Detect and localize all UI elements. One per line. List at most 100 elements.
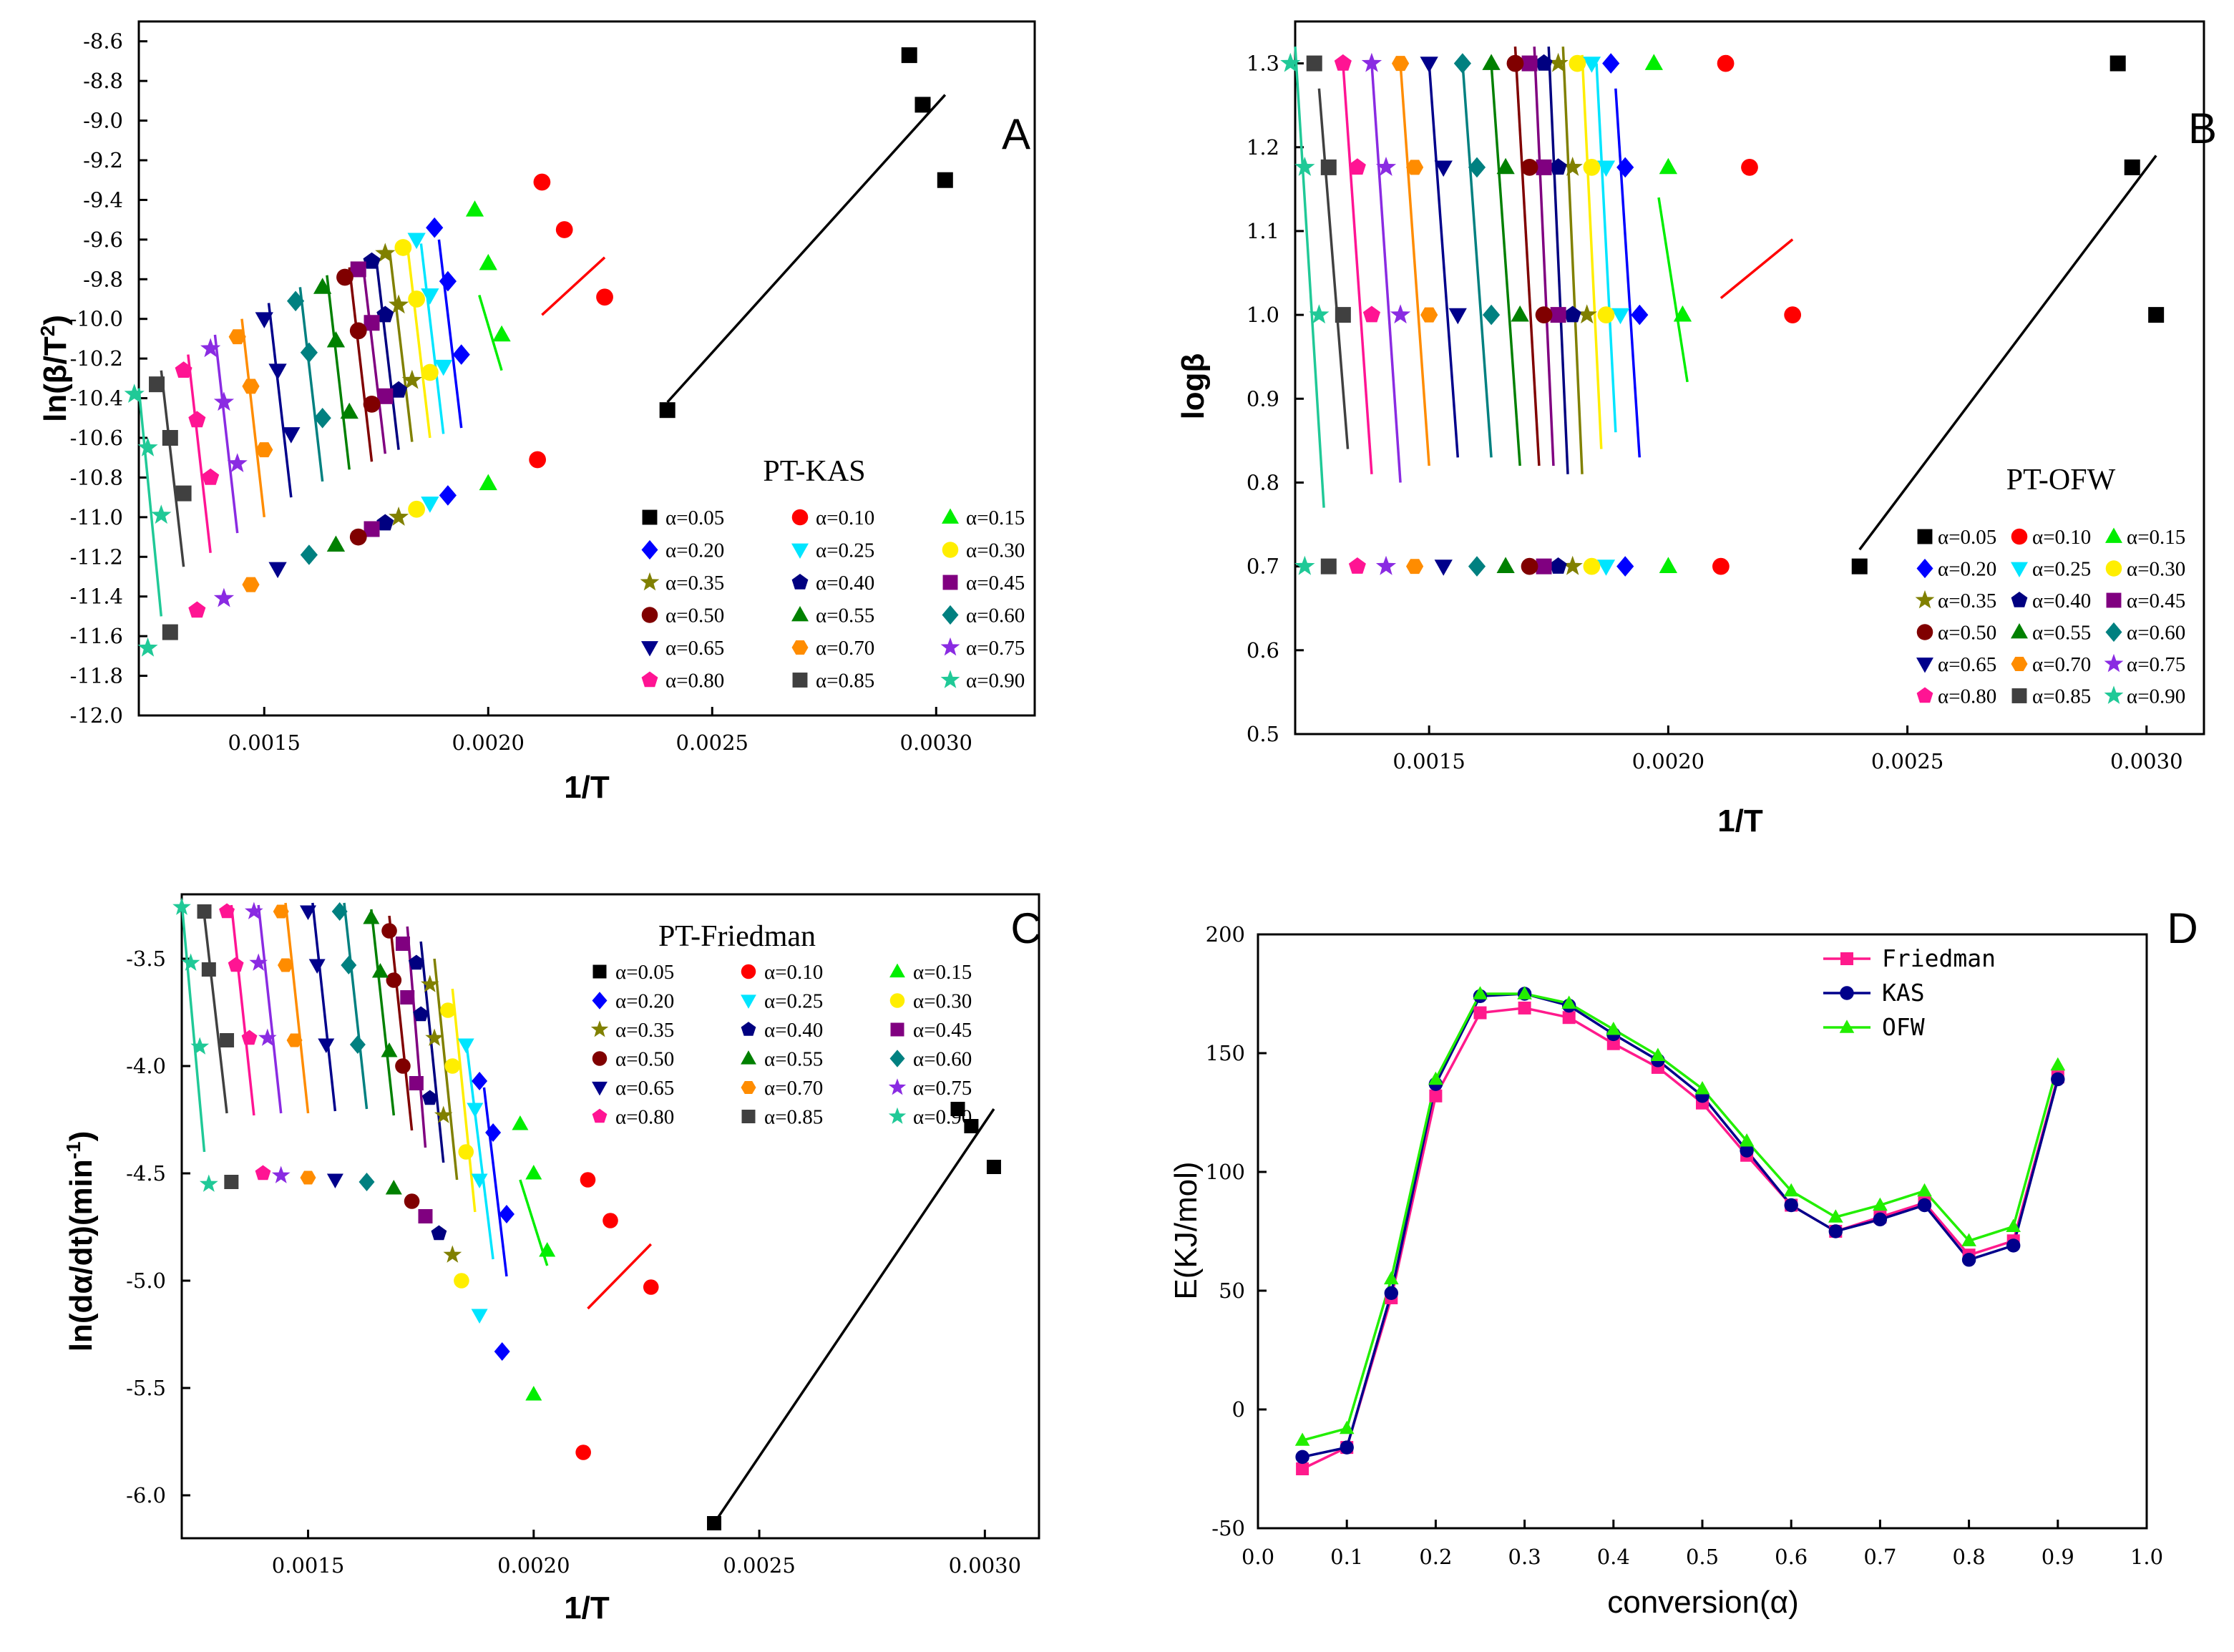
panel-b-y-axis-label: logβ xyxy=(1176,353,1211,420)
panel-c-point xyxy=(707,1516,722,1530)
panel-c-fit-line-14 xyxy=(257,904,283,1114)
panel-d-point-ofw xyxy=(2050,1057,2066,1071)
panel-b-fit-line-9 xyxy=(1513,47,1541,466)
panel-c-legend-marker xyxy=(889,963,905,978)
panel-b-point xyxy=(1536,558,1552,575)
panel-c-point xyxy=(431,1225,447,1241)
panel-c-point xyxy=(273,904,289,919)
panel-a-frame xyxy=(137,20,1036,717)
panel-c-point xyxy=(326,1173,343,1188)
panel-b-point xyxy=(1549,158,1567,175)
panel-a-legend-label: α=0.20 xyxy=(665,539,724,562)
panel-c-point xyxy=(525,1386,542,1401)
panel-c-x-axis-label: 1/T xyxy=(564,1590,610,1626)
panel-b-legend: α=0.05 α=0.10 α=0.15 α=0.20 α=0.25 α=0.30 α=0.… xyxy=(1915,526,2185,708)
panel-c-point xyxy=(404,1193,420,1209)
panel-b-legend-label: α=0.10 xyxy=(2032,526,2091,549)
panel-d-y-axis-label: E(KJ/mol) xyxy=(1169,1161,1204,1299)
panel-b-y-tick-label: 0.9 xyxy=(1247,386,1279,411)
panel-d-point-ofw xyxy=(1961,1233,1976,1246)
panel-a-legend-label: α=0.15 xyxy=(966,507,1025,529)
panel-b-y-tick-label: 1.0 xyxy=(1247,303,1279,327)
panel-c-legend-label: α=0.55 xyxy=(764,1048,823,1071)
panel-c-point xyxy=(241,1030,258,1045)
panel-a-point xyxy=(452,344,470,365)
panel-a-point xyxy=(659,402,675,419)
panel-b-point xyxy=(1306,55,1322,72)
panel-a-letter: A xyxy=(1002,110,1030,158)
panel-a-legend-marker xyxy=(641,671,658,688)
panel-c-point xyxy=(371,963,389,978)
panel-a-legend-marker xyxy=(791,574,809,590)
panel-c-legend-marker xyxy=(741,1081,756,1094)
panel-b-legend-label: α=0.20 xyxy=(1938,558,1996,581)
panel-b-point xyxy=(1392,56,1410,72)
panel-b-legend-label: α=0.40 xyxy=(2032,590,2091,612)
panel-a-fit-lines xyxy=(137,94,947,617)
panel-a-data-points xyxy=(124,47,953,657)
panel-a-legend-marker xyxy=(791,543,809,559)
panel-b-point xyxy=(1320,558,1337,575)
panel-d-x-axis-label: conversion(α) xyxy=(1607,1585,1799,1620)
panel-a-point xyxy=(349,528,367,546)
panel-a-legend-marker xyxy=(641,607,658,623)
panel-a-legend-label: α=0.30 xyxy=(966,539,1025,562)
panel-b-legend-label: α=0.75 xyxy=(2127,653,2185,676)
panel-c-point xyxy=(421,974,439,992)
panel-b-legend-label: α=0.65 xyxy=(1938,653,1996,676)
panel-d-point-ofw xyxy=(1561,995,1576,1009)
panel-b-point xyxy=(1611,308,1630,325)
panel-a-point xyxy=(137,637,158,657)
panel-b-fit-line-0 xyxy=(1858,155,2157,551)
panel-c-point xyxy=(349,1035,366,1054)
panel-d-point-kas xyxy=(1873,1212,1888,1227)
panel-c-point xyxy=(471,1309,488,1324)
panel-a-legend-marker xyxy=(792,673,808,688)
panel-d-axis-ticks: 0.0 0.1 0.2 0.3 0.4 0.5 0.6 0.7 0.8 0.9 1.0 -50 0 50 1… xyxy=(1206,922,2163,1569)
panel-b-point xyxy=(1468,556,1486,577)
panel-c-legend-marker xyxy=(888,1107,907,1124)
panel-a-point xyxy=(596,288,613,306)
panel-b-legend-title: PT-OFW xyxy=(2006,464,2116,497)
panel-c-point xyxy=(457,1038,474,1053)
panel-a-point xyxy=(364,315,380,331)
panel-a-y-tick-label: -9.8 xyxy=(83,267,123,291)
panel-c-point xyxy=(278,958,293,972)
panel-b-y-tick-label: 1.3 xyxy=(1247,52,1279,76)
panel-c-point xyxy=(603,1213,618,1228)
panel-b-legend-marker xyxy=(2105,622,2122,642)
panel-a-fit-line-14 xyxy=(213,334,239,534)
panel-b-fit-line-1 xyxy=(1720,238,1794,300)
panel-b-fit-line-14 xyxy=(1370,63,1402,483)
panel-d-point-kas xyxy=(1740,1143,1754,1158)
panel-a-fit-line-11 xyxy=(298,287,324,482)
panel-b-point xyxy=(1506,54,1524,72)
panel-a-point xyxy=(533,173,551,191)
panel-c-point xyxy=(300,1170,316,1185)
panel-d-point-ofw xyxy=(1294,1432,1310,1446)
panel-d-x-tick-label: 0.7 xyxy=(1863,1545,1896,1569)
panel-c-legend-marker xyxy=(592,992,608,1010)
panel-a-y-tick-label: -9.0 xyxy=(83,109,123,133)
panel-b-point xyxy=(1348,158,1366,175)
panel-b-point xyxy=(1644,54,1663,70)
panel-a-y-tick-label: -11.0 xyxy=(70,505,123,529)
panel-a-fit-line-1 xyxy=(541,256,606,316)
panel-d-point-friedman xyxy=(1518,1001,1531,1015)
panel-a-point xyxy=(268,562,287,579)
panel-a-legend-marker xyxy=(791,640,809,655)
panel-d-point-ofw xyxy=(2006,1218,2021,1232)
panel-a-y-tick-label: -10.4 xyxy=(70,386,123,411)
panel-c-x-tick-label: 0.0030 xyxy=(949,1553,1021,1578)
panel-c-legend-label: α=0.85 xyxy=(764,1106,823,1129)
panel-b-legend-label: α=0.50 xyxy=(1938,622,1996,645)
panel-a-point xyxy=(350,261,366,278)
panel-c-legend-label: α=0.40 xyxy=(764,1019,823,1042)
panel-b-legend-marker xyxy=(2011,528,2028,545)
panel-c-point xyxy=(458,1144,474,1160)
panel-c-point xyxy=(400,990,415,1005)
panel-c-point xyxy=(245,901,263,919)
panel-a-y-tick-label: -9.2 xyxy=(83,148,123,172)
panel-b-point xyxy=(1717,54,1735,72)
panel-a-legend-marker xyxy=(942,508,959,524)
